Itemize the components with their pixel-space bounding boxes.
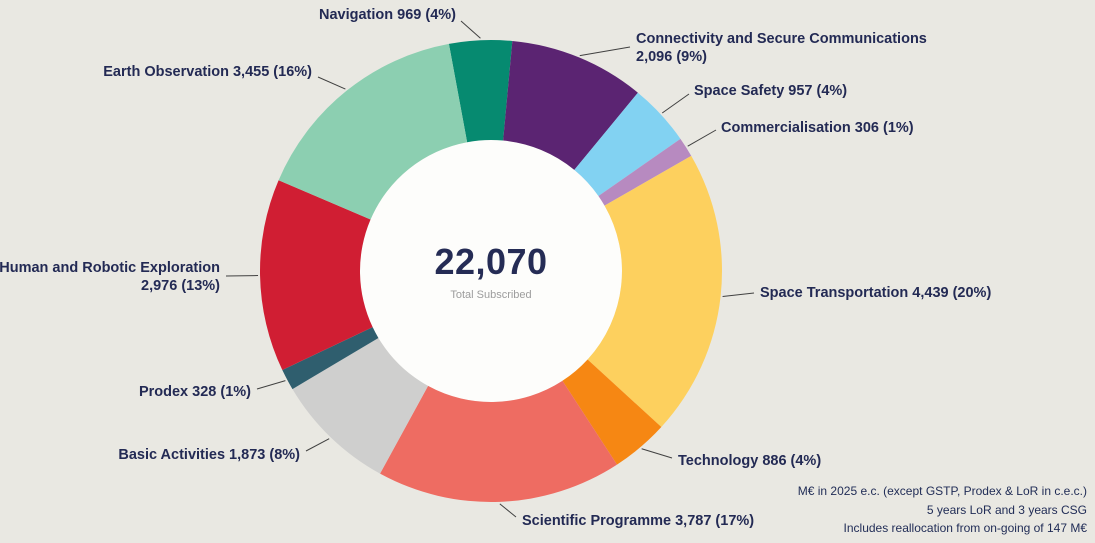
segment-label-human-and-robotic-exploration: Human and Robotic Exploration 2,976 (13%): [0, 259, 220, 294]
segment-label-navigation: Navigation 969 (4%): [319, 6, 456, 23]
footnote-line-2: 5 years LoR and 3 years CSG: [926, 502, 1087, 517]
donut-segment-connectivity-and-secure-communications[interactable]: [503, 40, 638, 170]
label-leader-line-prodex: [256, 380, 286, 390]
donut-segment-space-transportation[interactable]: [587, 155, 722, 428]
footnote-line-3: Includes reallocation from on-going of 1…: [843, 521, 1087, 536]
label-leader-line-space-transportation: [722, 292, 755, 298]
label-leader-line-technology: [641, 448, 673, 459]
donut-segment-space-safety[interactable]: [574, 92, 681, 197]
label-leader-line-navigation: [460, 20, 481, 39]
segment-label-scientific-programme: Scientific Programme 3,787 (17%): [522, 512, 755, 529]
footnotes: M€ in 2025 e.c. (except GSTP, Prodex & L…: [798, 482, 1087, 538]
donut-hole: [360, 140, 622, 402]
segment-label-commercialisation: Commercialisation 306 (1%): [721, 119, 914, 136]
segment-label-prodex: Prodex 328 (1%): [138, 383, 251, 400]
label-leader-line-commercialisation: [687, 129, 717, 147]
donut-segment-earth-observation[interactable]: [278, 43, 468, 220]
segment-label-earth-observation: Earth Observation 3,455 (16%): [103, 63, 312, 80]
label-leader-line-basic-activities: [305, 438, 330, 452]
donut-segment-commercialisation[interactable]: [598, 138, 692, 206]
label-leader-line-scientific-programme: [499, 503, 517, 518]
segment-label-connectivity-and-secure-communications: Connectivity and Secure Communications 2,…: [636, 30, 927, 65]
segment-label-space-safety: Space Safety 957 (4%): [694, 82, 848, 99]
donut-segment-prodex[interactable]: [282, 327, 379, 390]
segment-label-basic-activities: Basic Activities 1,873 (8%): [118, 446, 300, 463]
label-leader-line-space-safety: [661, 93, 690, 114]
donut-segment-technology[interactable]: [562, 359, 662, 465]
label-leader-line-earth-observation: [317, 76, 346, 90]
footnote-line-1: M€ in 2025 e.c. (except GSTP, Prodex & L…: [797, 484, 1087, 499]
donut-segment-scientific-programme[interactable]: [380, 380, 618, 502]
donut-segment-human-and-robotic-exploration[interactable]: [259, 180, 373, 371]
segment-label-space-transportation: Space Transportation 4,439 (20%): [760, 284, 992, 301]
donut-segment-navigation[interactable]: [448, 40, 513, 143]
donut-segment-basic-activities[interactable]: [292, 337, 429, 474]
label-leader-line-connectivity-and-secure-communications: [579, 46, 631, 57]
segment-label-technology: Technology 886 (4%): [678, 452, 822, 469]
